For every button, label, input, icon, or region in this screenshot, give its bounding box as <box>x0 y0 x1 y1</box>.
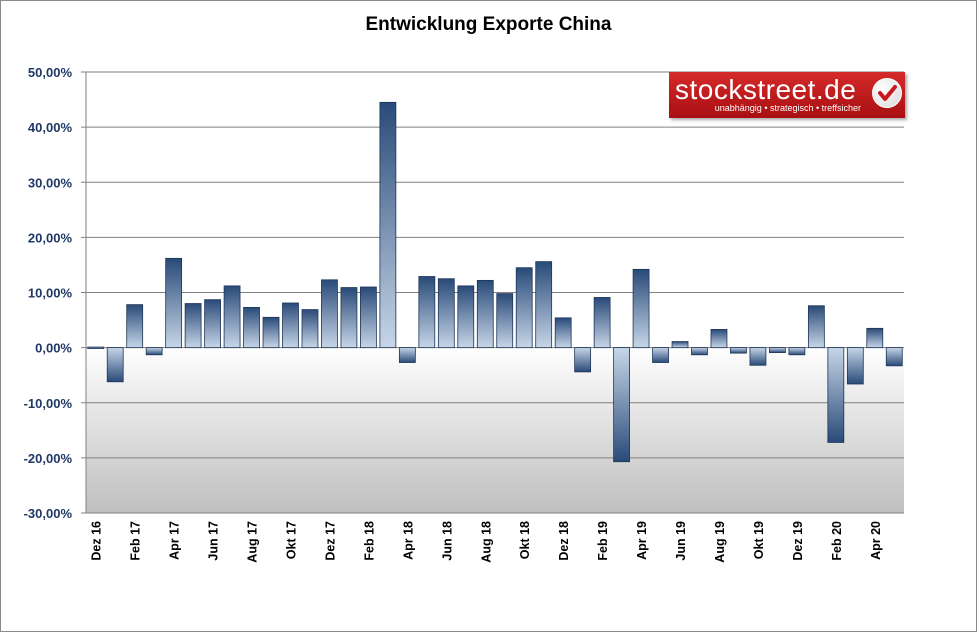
x-tick-label: Dez 17 <box>323 521 337 561</box>
bar <box>145 347 163 356</box>
bar <box>496 293 514 349</box>
bar <box>379 101 397 349</box>
x-tick-label: Aug 17 <box>246 521 260 563</box>
bar <box>301 309 319 349</box>
bar <box>671 341 689 349</box>
x-tick-label: Jun 18 <box>440 521 454 561</box>
bar <box>223 285 241 349</box>
bar <box>515 267 533 349</box>
x-tick-label: Apr 17 <box>168 521 182 560</box>
x-tick-label: Aug 18 <box>479 521 493 563</box>
bar <box>885 347 903 367</box>
bar <box>360 286 377 349</box>
bar <box>87 346 105 349</box>
y-tick-label: -10,00% <box>24 396 73 411</box>
bar <box>262 316 280 349</box>
bar <box>243 306 260 349</box>
bar <box>340 287 358 349</box>
x-tick-label: Okt 18 <box>518 521 532 559</box>
checkmark-icon <box>872 78 902 108</box>
bar <box>106 347 124 383</box>
x-tick-label: Okt 19 <box>752 521 766 559</box>
bar <box>184 303 202 349</box>
bar <box>652 347 669 363</box>
bar <box>574 347 592 373</box>
bar <box>398 347 416 363</box>
bar <box>691 347 708 356</box>
bar <box>827 347 845 443</box>
bar <box>613 347 630 463</box>
x-tick-label: Okt 17 <box>285 521 299 559</box>
x-tick-label: Aug 19 <box>713 521 727 563</box>
y-tick-label: 40,00% <box>28 120 73 135</box>
x-tick-label: Apr 18 <box>401 521 415 560</box>
logo-name: stockstreet.de <box>675 74 857 105</box>
logo-tagline: unabhängig • strategisch • treffsicher <box>714 103 861 113</box>
x-tick-label: Jun 19 <box>674 521 688 561</box>
x-tick-label: Feb 19 <box>596 521 610 561</box>
bar <box>165 257 183 349</box>
bar <box>126 304 144 349</box>
bar <box>554 317 572 349</box>
bar <box>788 347 806 356</box>
y-tick-label: 30,00% <box>28 175 73 190</box>
bar <box>632 268 650 349</box>
bar <box>476 279 494 349</box>
y-tick-label: -30,00% <box>24 506 73 521</box>
bar <box>321 279 338 349</box>
stockstreet-logo: stockstreet.de unabhängig • strategisch … <box>669 72 905 118</box>
x-tick-label: Jun 17 <box>207 521 221 561</box>
bar <box>749 347 767 366</box>
bar <box>866 327 884 349</box>
x-tick-label: Dez 19 <box>791 521 805 561</box>
bar <box>204 299 221 349</box>
bar <box>457 285 475 349</box>
y-tick-label: 20,00% <box>28 230 73 245</box>
bar <box>769 347 786 353</box>
bar <box>437 278 455 349</box>
bar <box>710 329 728 349</box>
y-tick-label: -20,00% <box>24 451 73 466</box>
y-tick-label: 10,00% <box>28 286 73 301</box>
bar <box>807 305 825 349</box>
bar <box>846 347 864 385</box>
x-tick-label: Dez 18 <box>557 521 571 561</box>
x-tick-label: Feb 18 <box>362 521 376 561</box>
bar <box>535 261 553 349</box>
bar <box>593 297 611 349</box>
chart-title: Entwicklung Exporte China <box>365 14 612 35</box>
x-tick-label: Apr 19 <box>635 521 649 560</box>
x-tick-label: Dez 16 <box>90 521 104 561</box>
x-tick-label: Feb 17 <box>129 521 143 561</box>
y-tick-label: 50,00% <box>28 65 73 80</box>
bar <box>730 347 747 354</box>
y-tick-label: 0,00% <box>35 341 72 356</box>
bar <box>418 276 436 349</box>
x-tick-label: Feb 20 <box>830 521 844 561</box>
x-tick-label: Apr 20 <box>869 521 883 560</box>
bar <box>282 302 299 349</box>
